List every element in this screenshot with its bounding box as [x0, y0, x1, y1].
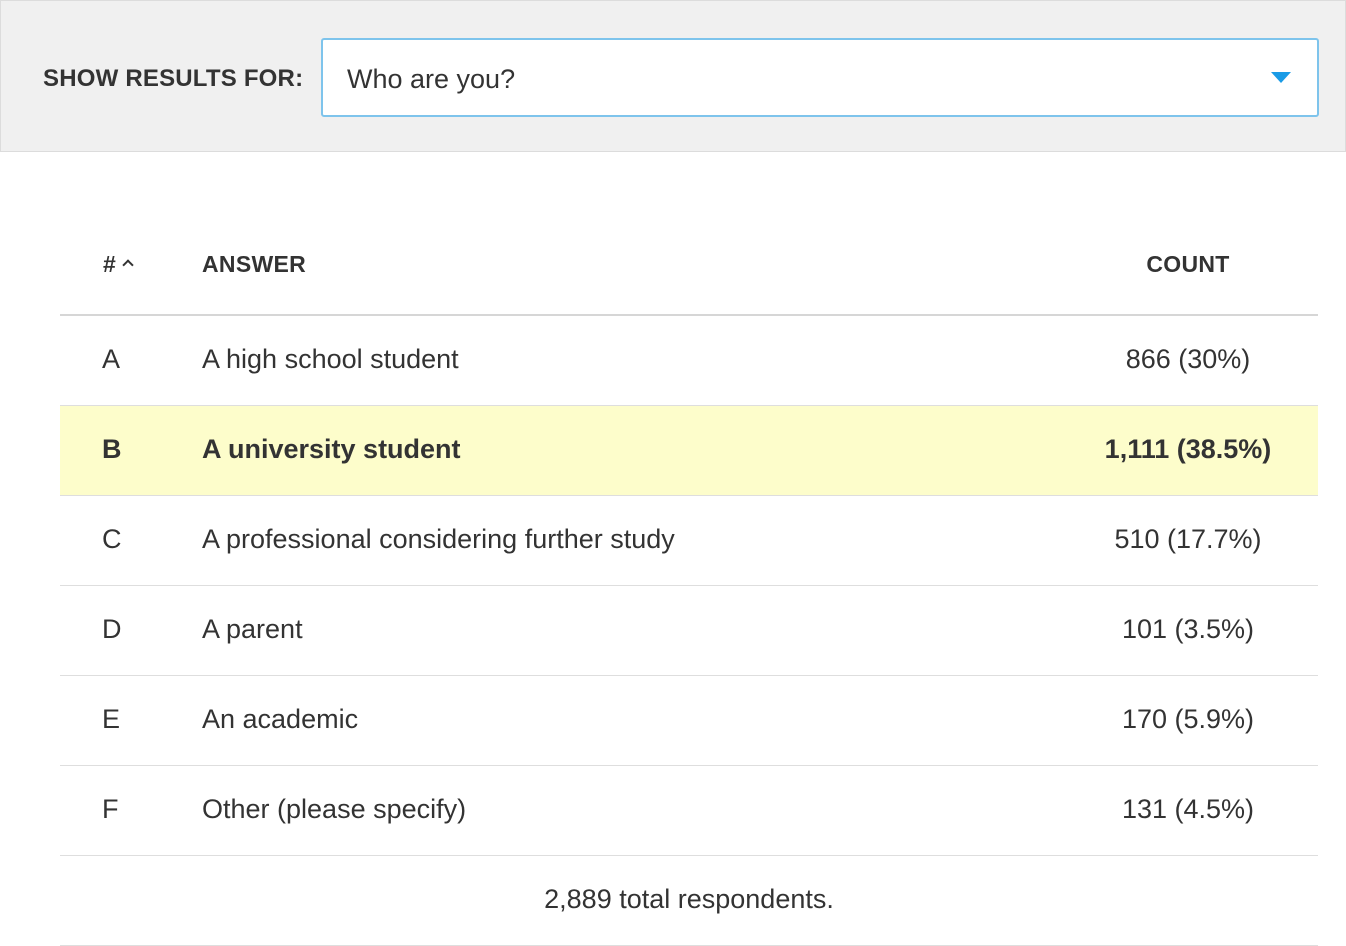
chevron-up-icon: [122, 259, 134, 271]
row-letter: E: [102, 704, 121, 734]
row-answer: Other (please specify): [202, 794, 467, 824]
results-table: # ANSWER COUNT A A high school student 8…: [60, 226, 1318, 946]
question-select-value: Who are you?: [347, 64, 516, 94]
row-count: 131 (4.5%): [1121, 794, 1255, 824]
row-letter: D: [102, 614, 122, 644]
row-answer: A high school student: [202, 344, 459, 374]
table-row: C A professional considering further stu…: [60, 496, 1318, 586]
filter-bar: SHOW RESULTS FOR: Who are you?: [0, 0, 1346, 152]
column-header-answer[interactable]: ANSWER: [202, 251, 307, 277]
table-row: F Other (please specify) 131 (4.5%): [60, 766, 1318, 856]
row-letter: F: [102, 794, 119, 824]
row-count: 170 (5.9%): [1121, 704, 1255, 734]
row-answer: A professional considering further study: [202, 524, 675, 554]
table-row: E An academic 170 (5.9%): [60, 676, 1318, 766]
row-count: 866 (30%): [1125, 344, 1251, 374]
column-header-number-label: #: [103, 251, 117, 277]
total-respondents: 2,889 total respondents.: [544, 884, 834, 914]
row-answer: A university student: [202, 434, 461, 464]
row-count: 101 (3.5%): [1121, 614, 1255, 644]
table-row-highlighted: B A university student 1,111 (38.5%): [60, 406, 1318, 496]
table-row: D A parent 101 (3.5%): [60, 586, 1318, 676]
row-letter: A: [102, 344, 121, 374]
filter-label: SHOW RESULTS FOR:: [43, 65, 304, 92]
row-answer: An academic: [202, 704, 359, 734]
column-header-number[interactable]: #: [103, 251, 134, 278]
row-count: 510 (17.7%): [1114, 524, 1262, 554]
caret-down-icon: [1271, 72, 1291, 83]
table-header: # ANSWER COUNT: [60, 226, 1318, 316]
row-answer: A parent: [202, 614, 303, 644]
column-header-count[interactable]: COUNT: [1146, 251, 1230, 277]
row-letter: C: [102, 524, 122, 554]
table-row: A A high school student 866 (30%): [60, 316, 1318, 406]
question-select[interactable]: Who are you?: [321, 38, 1319, 117]
row-count: 1,111 (38.5%): [1104, 434, 1272, 464]
total-row: 2,889 total respondents.: [60, 856, 1318, 946]
row-letter: B: [102, 434, 122, 464]
